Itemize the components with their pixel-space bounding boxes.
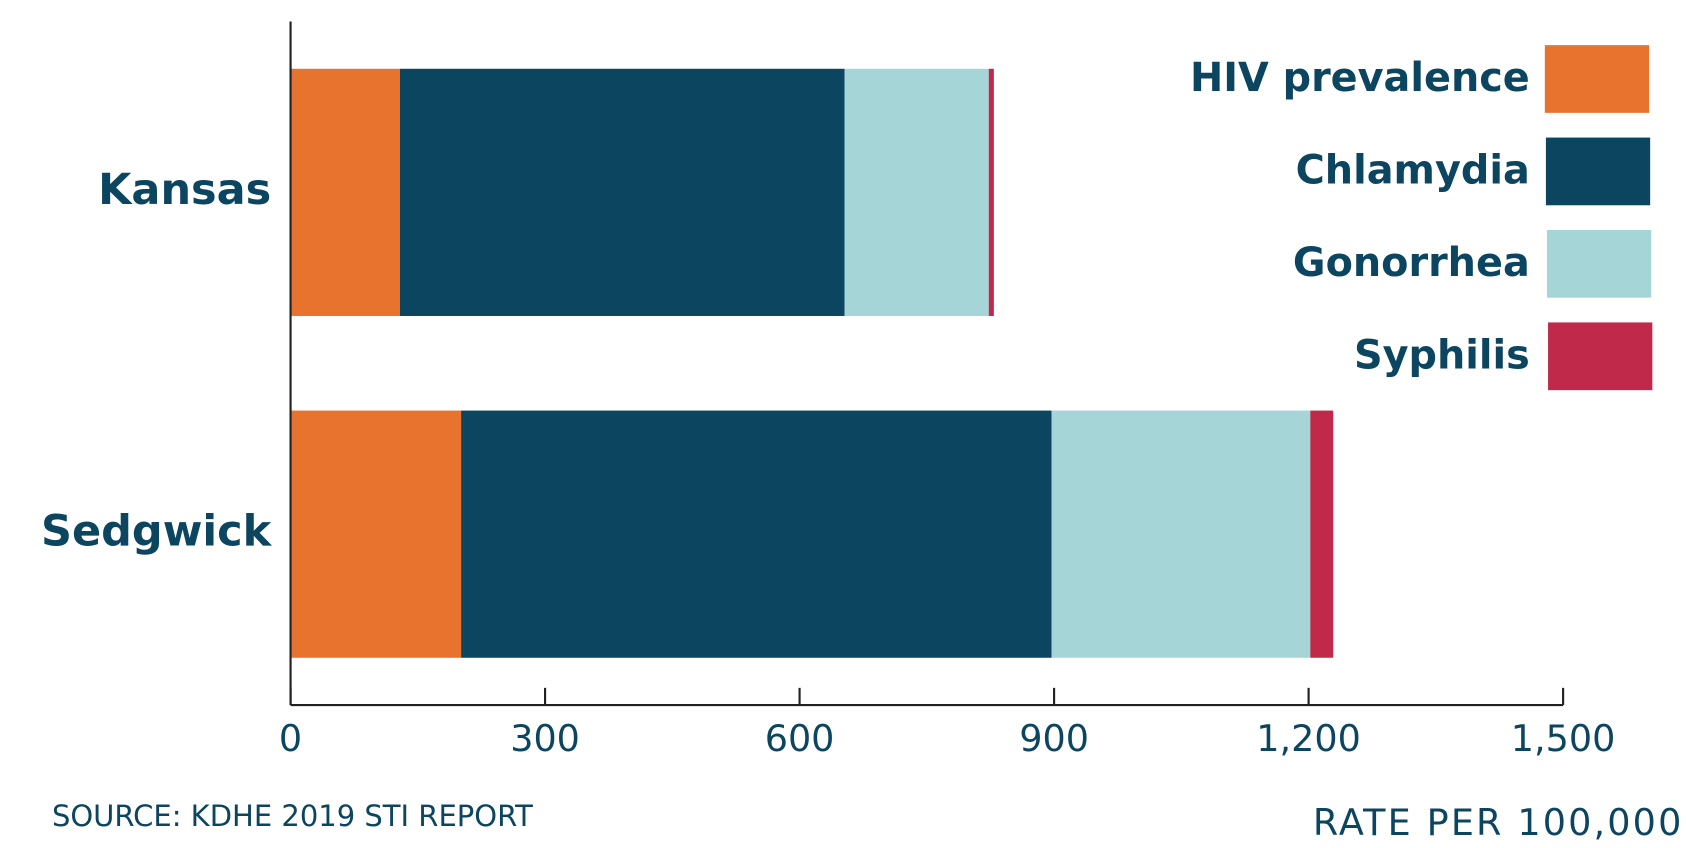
bar-segment [988, 68, 994, 316]
y-tick-label: Kansas [98, 165, 271, 215]
x-tick-label: 300 [510, 717, 580, 760]
legend-swatch [1544, 45, 1650, 113]
source-note: SOURCE: KDHE 2019 STI REPORT [52, 799, 533, 833]
bar-segment [1310, 410, 1334, 658]
x-tick-label: 600 [765, 717, 835, 760]
bar-segment [1051, 410, 1311, 658]
x-tick-label: 1,500 [1511, 717, 1616, 760]
y-tick-label: Sedgwick [41, 507, 273, 557]
legend-swatch [1546, 230, 1652, 298]
legend-label: Chlamydia [1296, 148, 1530, 194]
bar-segment [461, 410, 1052, 658]
bar-segment [290, 68, 401, 316]
bar-segment [844, 68, 989, 316]
bar-segment [290, 410, 462, 658]
legend-label: Gonorrhea [1293, 240, 1530, 286]
x-tick-label: 1,200 [1256, 717, 1361, 760]
legend-label: Syphilis [1354, 332, 1530, 378]
legend-swatch [1545, 137, 1651, 206]
x-axis-label: RATE PER 100,000 [1313, 801, 1684, 844]
legend-label: HIV prevalence [1190, 55, 1530, 101]
x-tick-label: 0 [279, 717, 302, 760]
bar-segment [400, 68, 845, 316]
legend-swatch [1548, 322, 1653, 391]
x-tick-label: 900 [1019, 717, 1089, 760]
